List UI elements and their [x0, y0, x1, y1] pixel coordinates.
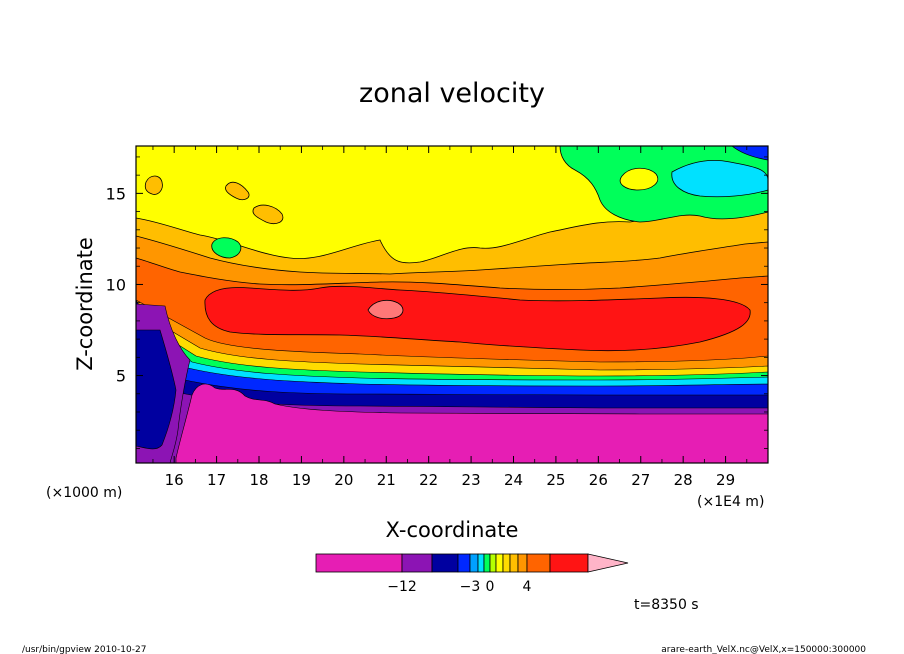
colorbar-segment — [315, 553, 403, 573]
footer-left: /usr/bin/gpview 2010-10-27 — [22, 645, 146, 654]
y-tick-label: 5 — [116, 367, 126, 386]
colorbar-segment — [517, 553, 528, 573]
plot-frame — [135, 145, 769, 464]
y-tick-label: 10 — [106, 275, 126, 294]
x-tick-label: 17 — [207, 471, 226, 489]
colorbar-segment — [431, 553, 459, 573]
colorbar-labels: −12 −3 0 4 — [387, 579, 531, 595]
y-tick-label: 15 — [106, 184, 126, 203]
x-tick-label: 28 — [674, 471, 693, 489]
x-unit-left: (×1000 m) — [46, 485, 122, 501]
orange-blob-1 — [144, 175, 163, 195]
orange-blob-2 — [225, 181, 250, 200]
x-tick-label: 18 — [249, 471, 268, 489]
x-tick-label: 21 — [377, 471, 396, 489]
colorbar-segment — [477, 553, 485, 573]
x-tick-label: 26 — [589, 471, 608, 489]
x-tick-label: 16 — [165, 471, 184, 489]
y-axis-label: Z-coordinate — [73, 237, 97, 371]
plot-area — [135, 145, 769, 464]
colorbar — [315, 553, 629, 573]
x-axis-label: X-coordinate — [386, 518, 519, 542]
colorbar-segment — [401, 553, 433, 573]
colorbar-segment — [495, 553, 504, 573]
x-tick-label: 20 — [334, 471, 353, 489]
small-green-blob — [211, 237, 242, 259]
colorbar-arrow — [587, 553, 629, 573]
x-tick-label: 23 — [462, 471, 481, 489]
x-tick-label: 29 — [716, 471, 735, 489]
colorbar-segment — [526, 553, 551, 573]
footer-right: arare-earth_VelX.nc@VelX,x=150000:300000 — [661, 645, 866, 654]
yellow-island — [619, 167, 659, 191]
colorbar-segment — [502, 553, 511, 573]
x-unit-right: (×1E4 m) — [697, 494, 764, 510]
x-tick-label: 27 — [631, 471, 650, 489]
left-navy-column — [135, 329, 177, 450]
colorbar-tick-label: 0 — [486, 579, 495, 595]
time-label: t=8350 s — [634, 597, 699, 613]
colorbar-tick-label: 4 — [523, 579, 532, 595]
colorbar-tick-label: −12 — [387, 579, 417, 595]
x-tick-label: 25 — [546, 471, 565, 489]
x-axis: 16 17 18 19 20 21 22 23 24 25 26 27 28 29 — [152, 146, 748, 489]
red-core — [204, 285, 751, 352]
x-tick-label: 24 — [504, 471, 523, 489]
y-axis: 5 10 15 — [106, 156, 768, 449]
colorbar-segment — [457, 553, 471, 573]
lower-magenta-band — [175, 383, 769, 464]
colorbar-segment — [549, 553, 589, 573]
colorbar-segment — [483, 553, 491, 573]
orange-blob-3 — [252, 204, 284, 224]
x-tick-label: 22 — [419, 471, 438, 489]
colorbar-tick-label: −3 — [460, 579, 481, 595]
chart-title: zonal velocity — [359, 78, 545, 109]
colorbar-segment — [509, 553, 519, 573]
x-tick-label: 19 — [292, 471, 311, 489]
colorbar-segment — [469, 553, 479, 573]
pink-blob — [367, 299, 404, 320]
colorbar-segment — [489, 553, 497, 573]
